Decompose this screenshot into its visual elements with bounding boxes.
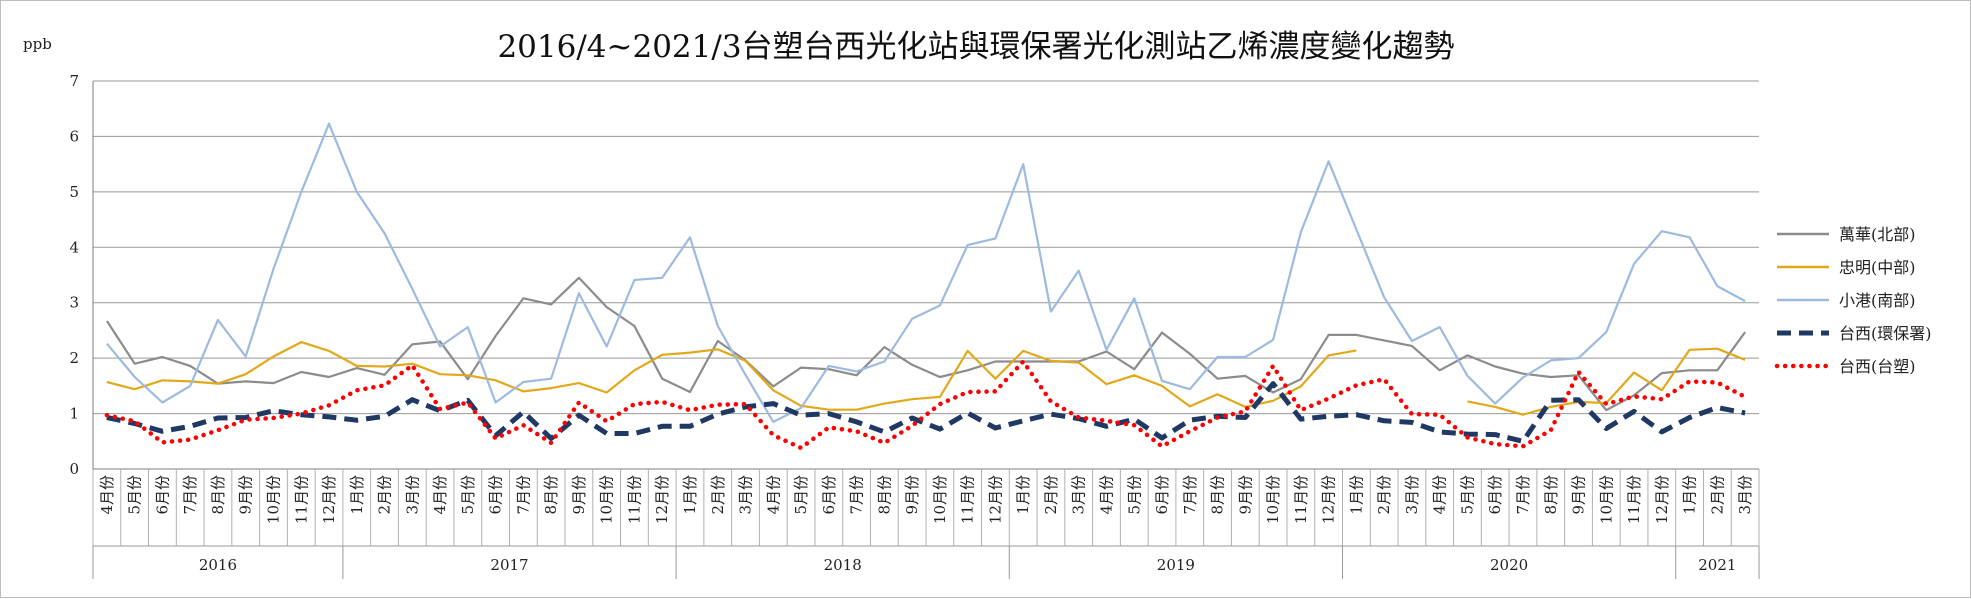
x-tick-label: 12月份 [320, 475, 338, 524]
x-tick-label: 10月份 [931, 475, 949, 524]
x-tick-label: 4月份 [98, 475, 116, 515]
x-tick-label: 12月份 [986, 475, 1004, 524]
year-label: 2018 [824, 556, 862, 574]
x-tick-label: 1月份 [348, 475, 366, 515]
x-tick-label: 8月份 [1209, 475, 1227, 515]
x-tick-label: 11月份 [292, 475, 310, 524]
y-tick-label: 4 [69, 238, 79, 256]
series-5-line [104, 359, 1748, 451]
x-tick-label: 2月份 [1042, 475, 1060, 515]
x-tick-label: 9月份 [237, 475, 255, 515]
year-label: 2020 [1490, 556, 1528, 574]
x-tick-label: 12月份 [1653, 475, 1671, 524]
x-tick-label: 9月份 [1236, 475, 1254, 515]
y-tick-label: 6 [69, 127, 79, 145]
x-tick-label: 5月份 [126, 475, 144, 515]
x-tick-label: 7月份 [848, 475, 866, 515]
x-tick-label: 4月份 [764, 475, 782, 515]
x-tick-label: 10月份 [264, 475, 282, 524]
series-line-segment [104, 359, 1748, 451]
x-tick-label: 7月份 [181, 475, 199, 515]
x-tick-label: 5月份 [1458, 475, 1476, 515]
x-tick-label: 4月份 [1431, 475, 1449, 515]
x-tick-label: 10月份 [1597, 475, 1615, 524]
y-tick-label: 3 [69, 294, 79, 312]
x-tick-label: 10月份 [1264, 475, 1282, 524]
x-tick-label: 4月份 [431, 475, 449, 515]
year-label: 2021 [1698, 556, 1736, 574]
x-tick-label: 6月份 [153, 475, 171, 515]
x-tick-label: 5月份 [459, 475, 477, 515]
series-1-line [105, 276, 1746, 412]
legend-label: 台西(台塑) [1839, 357, 1916, 376]
series-line-segment [106, 122, 1746, 423]
legend-label: 台西(環保署) [1839, 324, 1932, 343]
series-3-line [106, 122, 1746, 423]
y-axis-unit-label: ppb [23, 35, 52, 53]
x-tick-label: 1月份 [1014, 475, 1032, 515]
x-tick-label: 6月份 [1486, 475, 1504, 515]
x-tick-label: 1月份 [681, 475, 699, 515]
gridlines [92, 80, 1759, 470]
x-tick-label: 11月份 [625, 475, 643, 524]
x-tick-label: 5月份 [792, 475, 810, 515]
x-tick-label: 3月份 [1403, 475, 1421, 515]
y-tick-label: 5 [69, 183, 79, 201]
x-tick-label: 10月份 [598, 475, 616, 524]
series-2-line [106, 341, 1746, 416]
x-tick-label: 3月份 [1736, 475, 1754, 515]
year-label: 2019 [1157, 556, 1195, 574]
legend: 萬華(北部) 忠明(中部) 小港(南部) 台西(環保署) 台西(台塑) [1774, 225, 1932, 376]
x-tick-label: 9月份 [903, 475, 921, 515]
x-tick-label: 8月份 [875, 475, 893, 515]
x-tick-label: 6月份 [487, 475, 505, 515]
year-label: 2016 [199, 556, 237, 574]
x-tick-label: 8月份 [1542, 475, 1560, 515]
x-tick-label: 7月份 [1514, 475, 1532, 515]
y-tick-label: 2 [69, 349, 79, 367]
x-tick-label: 3月份 [737, 475, 755, 515]
x-tick-label: 5月份 [1125, 475, 1143, 515]
x-tick-label: 11月份 [1625, 475, 1643, 524]
legend-label: 小港(南部) [1839, 291, 1916, 310]
y-tick-label: 7 [69, 72, 79, 90]
x-tick-label: 11月份 [959, 475, 977, 524]
x-tick-label: 1月份 [1347, 475, 1365, 515]
x-tick-label: 2月份 [376, 475, 394, 515]
x-tick-label: 4月份 [1097, 475, 1115, 515]
y-tick-label: 1 [69, 405, 79, 423]
x-tick-label: 2月份 [709, 475, 727, 515]
x-tick-label: 8月份 [209, 475, 227, 515]
x-tick-label: 11月份 [1292, 475, 1310, 524]
series-4-line [106, 381, 1746, 444]
series-line-segment [105, 276, 1746, 412]
legend-label: 萬華(北部) [1839, 225, 1916, 244]
x-tick-label: 6月份 [1153, 475, 1171, 515]
x-tick-label: 3月份 [403, 475, 421, 515]
y-tick-label: 0 [69, 460, 79, 478]
legend-label: 忠明(中部) [1839, 258, 1916, 277]
series-line-segment [106, 341, 1357, 411]
x-tick-label: 2月份 [1375, 475, 1393, 515]
x-tick-label: 7月份 [514, 475, 532, 515]
x-tick-label: 12月份 [653, 475, 671, 524]
plot-area [104, 122, 1748, 451]
x-tick-label: 12月份 [1320, 475, 1338, 524]
x-tick-label: 9月份 [570, 475, 588, 515]
x-tick-label: 6月份 [820, 475, 838, 515]
x-axis: 4月份 5月份 6月份 7月份 8月份 9月份 10月份 11月份 12月份 1月份 2月份 3月份 4… [92, 469, 1760, 579]
x-tick-label: 7月份 [1181, 475, 1199, 515]
series-line-segment [106, 381, 1746, 444]
x-tick-label: 2月份 [1708, 475, 1726, 515]
x-tick-label: 3月份 [1070, 475, 1088, 515]
x-tick-label: 1月份 [1681, 475, 1699, 515]
x-tick-label: 9月份 [1570, 475, 1588, 515]
chart-title: 2016/4~2021/3台塑台西光化站與環保署光化測站乙烯濃度變化趨勢 [497, 29, 1454, 65]
y-axis-ticks: 0 1 2 3 4 5 6 7 [69, 72, 79, 478]
year-label: 2017 [490, 556, 528, 574]
x-tick-label: 8月份 [542, 475, 560, 515]
